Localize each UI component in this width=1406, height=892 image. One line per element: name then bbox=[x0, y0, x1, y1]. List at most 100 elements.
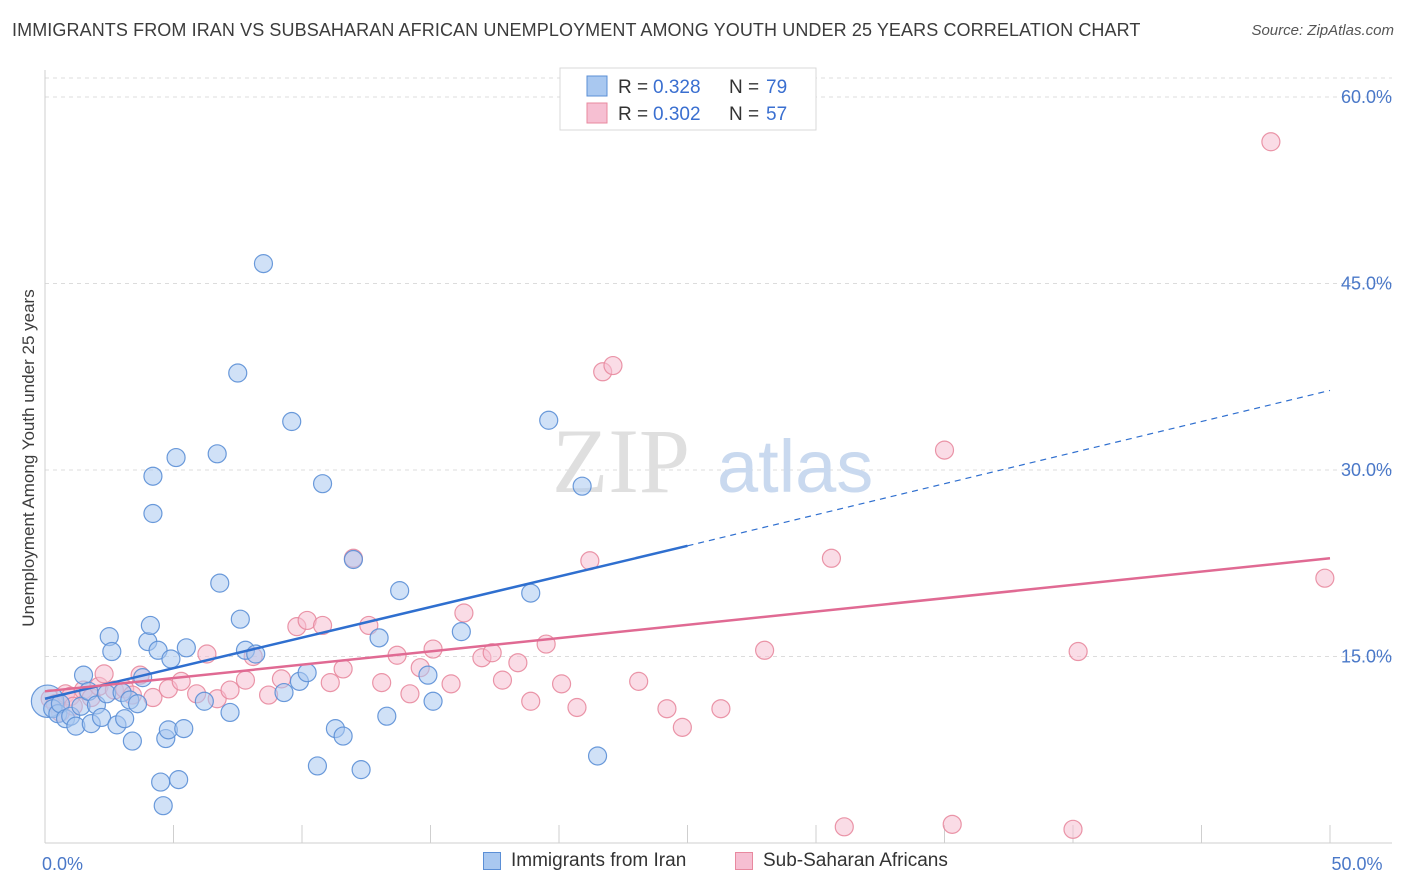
trend-line-iran bbox=[44, 544, 688, 700]
series-legend-swatch-iran bbox=[483, 852, 501, 870]
sub-saharan-point-51 bbox=[657, 699, 677, 719]
series-iran-points bbox=[30, 254, 608, 816]
sub-saharan-point-50 bbox=[629, 671, 649, 691]
sub-saharan-point-20 bbox=[220, 680, 240, 700]
sub-saharan-point-52 bbox=[672, 717, 692, 737]
y-tick-label-2: 45.0% bbox=[1341, 274, 1392, 294]
iran-point-60 bbox=[423, 691, 443, 711]
sub-saharan-point-46 bbox=[567, 697, 587, 718]
y-tick-label-1: 30.0% bbox=[1341, 460, 1392, 480]
iran-point-57 bbox=[377, 706, 397, 726]
iran-point-54 bbox=[343, 549, 363, 570]
sub-saharan-point-43 bbox=[521, 691, 541, 711]
sub-saharan-point-59 bbox=[1068, 641, 1088, 662]
iran-point-49 bbox=[297, 663, 317, 683]
iran-point-38 bbox=[207, 444, 227, 464]
sub-saharan-point-54 bbox=[754, 640, 775, 660]
trend-line-sub-saharan bbox=[44, 557, 1331, 693]
iran-point-64 bbox=[572, 476, 592, 496]
series-legend: Immigrants from Iran Sub-Saharan African… bbox=[0, 850, 1406, 878]
series-legend-item-iran[interactable]: Immigrants from Iran bbox=[483, 850, 686, 872]
source-label: Source: ZipAtlas.com bbox=[1251, 22, 1394, 39]
sub-saharan-point-41 bbox=[492, 670, 513, 690]
iran-point-25 bbox=[143, 466, 163, 486]
iran-point-37 bbox=[194, 691, 214, 711]
y-axis-label: Unemployment Among Youth under 25 years bbox=[19, 289, 38, 626]
grid-lines bbox=[45, 77, 1392, 657]
series-legend-label-iran: Immigrants from Iran bbox=[511, 850, 687, 871]
iran-point-56 bbox=[369, 628, 389, 648]
trend-line-iran-extension bbox=[687, 389, 1331, 547]
legend-n-value-sub-saharan: 57 bbox=[766, 104, 787, 125]
sub-saharan-point-42 bbox=[508, 653, 528, 673]
iran-point-65 bbox=[587, 746, 608, 766]
sub-saharan-point-16 bbox=[171, 671, 191, 691]
watermark-atlas: atlas bbox=[717, 425, 873, 508]
iran-point-42 bbox=[230, 609, 250, 629]
chart-title: IMMIGRANTS FROM IRAN VS SUBSAHARAN AFRIC… bbox=[12, 20, 1141, 40]
sub-saharan-point-56 bbox=[834, 817, 854, 837]
sub-saharan-point-34 bbox=[400, 684, 420, 704]
sub-saharan-point-60 bbox=[1063, 819, 1083, 839]
iran-point-33 bbox=[166, 447, 186, 468]
sub-saharan-point-37 bbox=[441, 674, 461, 694]
iran-point-51 bbox=[312, 474, 333, 494]
trend-lines bbox=[44, 389, 1331, 700]
iran-point-41 bbox=[228, 363, 248, 383]
x-tick-label-1: 50.0% bbox=[1331, 854, 1382, 874]
iran-point-8 bbox=[73, 665, 94, 685]
iran-point-59 bbox=[418, 665, 438, 685]
legend-n-label-iran: N = bbox=[729, 77, 759, 98]
sub-saharan-point-29 bbox=[333, 659, 353, 679]
legend-n-label-sub-saharan: N = bbox=[729, 104, 759, 125]
series-legend-swatch-sub-saharan bbox=[735, 852, 753, 870]
sub-saharan-point-9 bbox=[94, 664, 114, 684]
iran-point-32 bbox=[161, 649, 181, 669]
iran-point-55 bbox=[351, 760, 371, 780]
iran-point-34 bbox=[169, 769, 189, 790]
sub-saharan-point-49 bbox=[603, 355, 623, 376]
sub-saharan-point-28 bbox=[320, 673, 340, 693]
iran-point-12 bbox=[91, 707, 112, 728]
legend-r-label-iran: R = bbox=[618, 77, 648, 98]
iran-point-24 bbox=[140, 615, 160, 636]
x-tick-label-0: 0.0% bbox=[42, 854, 83, 874]
series-legend-item-sub-saharan[interactable]: Sub-Saharan Africans bbox=[735, 850, 948, 872]
iran-point-20 bbox=[122, 731, 142, 751]
sub-saharan-point-61 bbox=[1261, 132, 1281, 152]
iran-point-53 bbox=[333, 726, 353, 746]
legend-r-value-sub-saharan: 0.302 bbox=[653, 104, 701, 125]
sub-saharan-point-53 bbox=[711, 699, 731, 719]
iran-point-39 bbox=[210, 573, 230, 593]
iran-point-63 bbox=[539, 410, 559, 430]
iran-point-21 bbox=[127, 694, 148, 714]
iran-point-58 bbox=[390, 581, 410, 601]
iran-point-18 bbox=[115, 709, 135, 729]
watermark-zip: ZIP bbox=[552, 410, 690, 512]
iran-point-47 bbox=[282, 411, 302, 432]
sub-saharan-point-62 bbox=[1315, 568, 1335, 588]
iran-point-46 bbox=[274, 682, 294, 703]
iran-point-35 bbox=[174, 719, 194, 739]
watermark: ZIP atlas bbox=[552, 410, 873, 512]
iran-point-62 bbox=[521, 583, 541, 603]
iran-point-45 bbox=[253, 254, 274, 274]
sub-saharan-point-38 bbox=[454, 603, 474, 623]
iran-point-28 bbox=[151, 772, 171, 792]
sub-saharan-point-36 bbox=[423, 639, 443, 659]
sub-saharan-point-55 bbox=[821, 548, 842, 568]
sub-saharan-point-57 bbox=[934, 440, 955, 460]
legend-swatch-sub-saharan bbox=[586, 102, 608, 124]
sub-saharan-point-58 bbox=[942, 814, 962, 834]
series-legend-label-sub-saharan: Sub-Saharan Africans bbox=[763, 850, 948, 871]
iran-point-40 bbox=[220, 702, 240, 723]
legend-r-value-iran: 0.328 bbox=[653, 77, 701, 98]
correlation-legend: R = 0.328 N = 79 R = 0.302 N = 57 bbox=[559, 67, 817, 131]
y-tick-label-3: 60.0% bbox=[1341, 87, 1392, 107]
y-tick-label-0: 15.0% bbox=[1341, 647, 1392, 667]
iran-point-15 bbox=[102, 641, 122, 662]
iran-point-26 bbox=[143, 503, 163, 524]
legend-r-label-sub-saharan: R = bbox=[618, 104, 648, 125]
sub-saharan-point-27 bbox=[312, 615, 333, 636]
